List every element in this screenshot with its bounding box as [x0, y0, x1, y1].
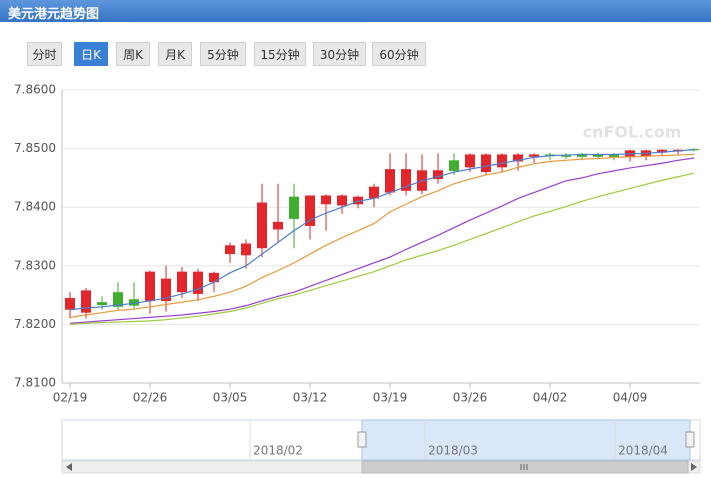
x-tick-label: 02/19 — [53, 391, 88, 405]
candle-body — [337, 195, 347, 206]
candle-body — [449, 160, 459, 171]
tab[interactable]: 60分钟 — [372, 42, 426, 66]
candle-body — [177, 271, 187, 293]
y-tick-label: 7.8200 — [14, 317, 56, 331]
candle-body — [113, 292, 123, 307]
tab[interactable]: 30分钟 — [313, 42, 366, 66]
candle-body — [657, 149, 667, 153]
candle-body — [305, 195, 315, 226]
candle-body — [385, 169, 395, 193]
y-tick-label: 7.8400 — [14, 200, 56, 214]
candle-body — [321, 195, 331, 205]
candle-body — [529, 154, 539, 157]
candle-body — [593, 154, 603, 157]
candle-body — [561, 155, 571, 157]
navigator-label: 2018/02 — [253, 444, 303, 458]
y-tick-label: 7.8100 — [14, 376, 56, 390]
navigator-selection — [361, 419, 691, 461]
candle-body — [273, 221, 283, 230]
candle-body — [513, 154, 523, 162]
x-tick-label: 03/12 — [293, 391, 328, 405]
candle-body — [65, 298, 75, 310]
candle-body — [609, 154, 619, 157]
candle-body — [289, 196, 299, 219]
navigator-handle[interactable] — [685, 431, 695, 448]
navigator-label: 2018/03 — [428, 444, 478, 458]
candle-body — [353, 196, 363, 205]
navigator-handle[interactable] — [357, 431, 367, 448]
tab[interactable]: 分时 — [27, 42, 62, 66]
title: 美元港元趋势图 — [8, 7, 100, 22]
y-tick-label: 7.8600 — [14, 83, 56, 97]
candle-body — [161, 278, 171, 301]
moving-average-line — [69, 157, 695, 324]
candle-body — [497, 154, 507, 168]
candle-body — [209, 272, 219, 283]
scroll-right[interactable] — [691, 463, 697, 471]
candle-body — [129, 299, 139, 306]
candle-body — [97, 302, 107, 306]
tab[interactable]: 15分钟 — [254, 42, 306, 66]
candle-body — [577, 153, 587, 157]
candle-body — [193, 271, 203, 294]
moving-average-line — [69, 172, 695, 325]
tab[interactable]: 周K — [116, 42, 150, 66]
scrollbar-thumb[interactable] — [361, 460, 689, 474]
tab[interactable]: 日K — [74, 42, 108, 66]
x-tick-label: 04/09 — [613, 391, 648, 405]
candle-body — [401, 169, 411, 191]
candle-body — [369, 186, 379, 199]
x-tick-label: 03/26 — [453, 391, 488, 405]
candle-body — [81, 290, 91, 313]
watermark: cnFOL.com — [583, 123, 682, 142]
candle-body — [465, 154, 475, 168]
title-bar: 美元港元趋势图 — [0, 0, 711, 22]
candle-body — [257, 202, 267, 249]
candle-body — [225, 245, 235, 255]
navigator-label: 2018/04 — [618, 444, 668, 458]
tab[interactable]: 月K — [158, 42, 192, 66]
x-tick-label: 04/02 — [533, 391, 568, 405]
scroll-left[interactable] — [66, 463, 72, 471]
moving-average-line — [69, 153, 695, 318]
y-tick-label: 7.8300 — [14, 258, 56, 272]
x-tick-label: 03/05 — [213, 391, 248, 405]
candle-body — [433, 170, 443, 180]
candle-body — [241, 243, 251, 256]
tab[interactable]: 5分钟 — [200, 42, 246, 66]
moving-average-line — [69, 149, 695, 311]
y-tick-label: 7.8500 — [14, 141, 56, 155]
x-tick-label: 02/26 — [133, 391, 168, 405]
candle-body — [145, 271, 155, 301]
candle-body — [481, 154, 491, 173]
x-tick-label: 03/19 — [373, 391, 408, 405]
